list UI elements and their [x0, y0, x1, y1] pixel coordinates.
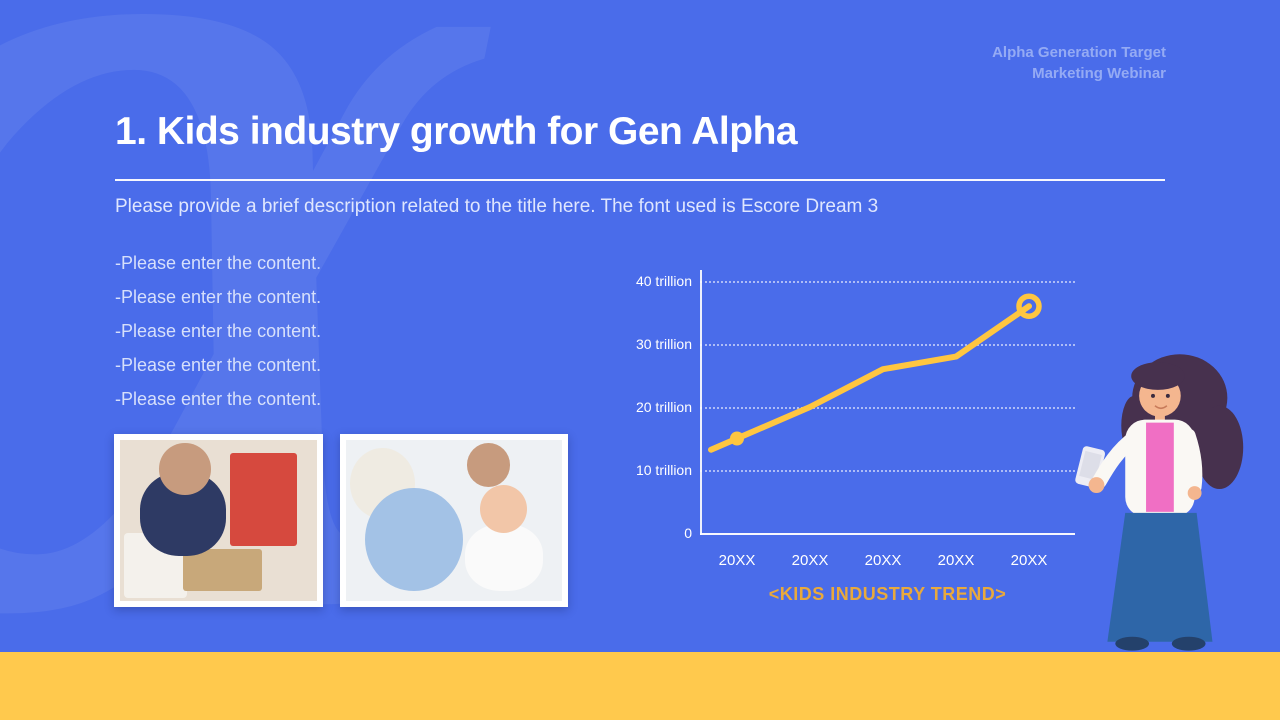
baby-body-shape: [464, 523, 543, 592]
gift-box-shape: [183, 549, 262, 592]
slide-subtitle: Please provide a brief description relat…: [115, 196, 879, 217]
chart-caption: <KIDS INDUSTRY TREND>: [768, 584, 1007, 604]
x-tick-label: 20XX: [718, 552, 756, 569]
arm-shape: [1092, 430, 1143, 489]
x-tick-label: 20XX: [864, 552, 902, 569]
trend-line: [708, 303, 1032, 453]
shoe-shape: [1115, 636, 1150, 651]
bullet-item: -Please enter the content.: [115, 321, 322, 341]
webinar-label-line1: Alpha Generation Target: [992, 44, 1166, 61]
pink-top-shape: [1146, 422, 1174, 512]
content-bullet-list: -Please enter the content. -Please enter…: [115, 246, 321, 416]
woman-with-phone-illustration: [1075, 354, 1244, 651]
pants-shape: [1107, 512, 1213, 642]
hand-shape: [1088, 477, 1105, 494]
webinar-label-line2: Marketing Webinar: [1032, 65, 1166, 82]
hair-front-shape: [1131, 362, 1185, 390]
bullet-item: -Please enter the content.: [115, 355, 322, 375]
y-tick-label: 30 trillion: [635, 336, 692, 352]
gridline: [700, 407, 1075, 409]
hand-shape: [1187, 486, 1202, 500]
gift-bag-shape: [230, 452, 298, 547]
shoe-shape: [1171, 636, 1206, 651]
hair-side-shape: [1195, 405, 1244, 490]
eye-shape: [1151, 393, 1155, 398]
bottom-accent-strip: [0, 652, 1280, 720]
blue-teddy-bear-shape: [365, 488, 463, 592]
gridline: [700, 281, 1075, 283]
girl-head-shape: [466, 443, 511, 487]
bullet-item: -Please enter the content.: [115, 287, 322, 307]
bullet-item: -Please enter the content.: [115, 253, 322, 273]
y-tick-label: 0: [684, 525, 692, 541]
y-tick-label: 20 trillion: [635, 399, 692, 415]
title-divider: [115, 179, 1165, 181]
photo-kids-with-teddy-bears: [340, 434, 568, 607]
chart-line-svg: [708, 293, 1042, 453]
baby-head-shape: [479, 485, 528, 534]
eye-shape: [1165, 393, 1170, 398]
webinar-label: Alpha Generation Target Marketing Webina…: [992, 42, 1166, 84]
x-axis-line: [700, 533, 1075, 535]
gridline: [700, 470, 1075, 472]
child-head-shape: [159, 443, 211, 495]
last-point-marker: [1016, 293, 1042, 319]
arm-shape: [1181, 428, 1203, 495]
smile-shape: [1154, 405, 1168, 410]
gridline: [700, 344, 1075, 346]
y-tick-label: 40 trillion: [635, 273, 692, 289]
x-tick-label: 20XX: [937, 552, 975, 569]
page-title: 1. Kids industry growth for Gen Alpha: [115, 110, 798, 153]
neck-shape: [1154, 411, 1165, 423]
x-tick-label: 20XX: [791, 552, 829, 569]
y-tick-label: 10 trillion: [635, 462, 692, 478]
first-point-marker: [730, 431, 744, 446]
kids-industry-chart: 40 trillion 30 trillion 20 trillion 10 t…: [592, 264, 1092, 614]
bullet-item: -Please enter the content.: [115, 389, 322, 409]
photo-kid-opening-gifts: [114, 434, 323, 607]
x-tick-label: 20XX: [1010, 552, 1048, 569]
y-axis-line: [700, 270, 702, 535]
